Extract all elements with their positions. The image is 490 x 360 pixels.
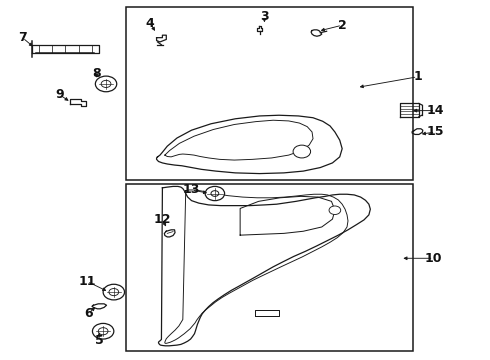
Circle shape — [109, 288, 119, 296]
Text: 1: 1 — [413, 70, 422, 83]
Text: 15: 15 — [427, 126, 444, 139]
Text: 10: 10 — [425, 252, 442, 265]
Circle shape — [101, 80, 111, 87]
Circle shape — [211, 191, 219, 196]
Text: 2: 2 — [338, 19, 346, 32]
Text: 11: 11 — [78, 275, 96, 288]
Text: 7: 7 — [18, 31, 27, 44]
Circle shape — [103, 284, 124, 300]
Circle shape — [93, 323, 114, 339]
Circle shape — [329, 206, 341, 215]
Text: 3: 3 — [260, 10, 269, 23]
Text: 6: 6 — [84, 307, 93, 320]
Text: 12: 12 — [154, 213, 171, 226]
Text: 9: 9 — [55, 88, 64, 101]
Text: 14: 14 — [427, 104, 444, 117]
Text: 5: 5 — [95, 334, 103, 347]
Circle shape — [205, 186, 224, 201]
Text: 13: 13 — [183, 184, 200, 197]
Circle shape — [98, 328, 108, 335]
Circle shape — [96, 76, 117, 92]
Circle shape — [293, 145, 311, 158]
Bar — [126, 8, 413, 180]
Text: 8: 8 — [93, 67, 101, 80]
Text: 4: 4 — [146, 17, 155, 30]
Bar — [126, 184, 413, 351]
